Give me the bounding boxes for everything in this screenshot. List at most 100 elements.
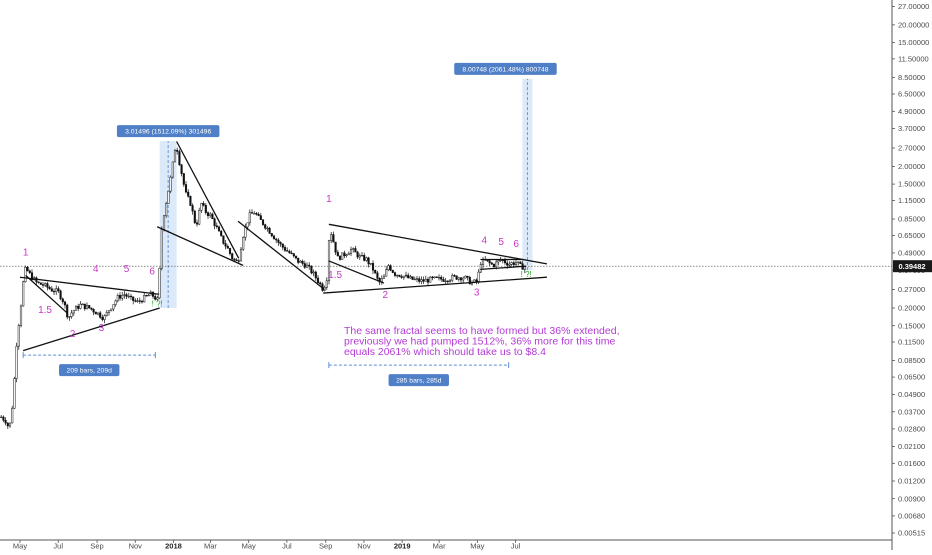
candle-body — [301, 260, 304, 264]
candle-body — [314, 271, 317, 279]
candle-body — [77, 305, 80, 309]
signal-mark-2: ! ?! — [521, 270, 532, 279]
candle-body — [277, 239, 280, 243]
candle-body — [198, 210, 201, 225]
candle-body — [453, 275, 456, 277]
candle-body — [220, 230, 223, 237]
candle-body — [136, 300, 139, 302]
candle-body — [160, 229, 163, 269]
candle-body — [246, 222, 249, 228]
candle-body — [398, 274, 401, 277]
y-tick-label: 1.15000 — [898, 196, 925, 205]
y-tick-label: 0.00900 — [898, 494, 925, 503]
candle-body — [0, 416, 3, 419]
candle-body — [127, 295, 130, 298]
candle-body — [389, 265, 392, 271]
y-tick-label: 0.03700 — [898, 407, 925, 416]
candle-body — [105, 312, 108, 316]
x-tick-label: Nov — [129, 542, 143, 551]
candle-body — [4, 420, 7, 424]
candle-body — [376, 272, 379, 279]
candle-body — [165, 203, 168, 217]
candle-body — [334, 241, 337, 253]
candle-body — [233, 258, 236, 261]
trendline-lower-2 — [323, 276, 547, 294]
candle-body — [506, 262, 509, 266]
candle-body — [132, 296, 135, 301]
candle-body — [360, 254, 364, 257]
candle-body — [510, 262, 513, 265]
candle-body — [343, 252, 346, 257]
candle-body — [446, 280, 449, 283]
candle-body — [385, 269, 388, 277]
wave-1-label-1: 1 — [23, 247, 29, 258]
x-tick-label: Sep — [90, 542, 103, 551]
candle-body — [404, 274, 408, 277]
candle-body — [70, 312, 73, 317]
candle-body — [61, 298, 64, 303]
candle-body — [72, 310, 75, 314]
trendline-lower-1 — [22, 307, 160, 352]
candle-body — [330, 234, 333, 241]
candle-body — [215, 225, 218, 228]
candle-body — [299, 260, 302, 263]
candle-body — [22, 281, 25, 307]
candle-body — [444, 280, 447, 283]
candle-body — [154, 296, 157, 300]
y-tick-label: 0.06500 — [898, 373, 925, 382]
y-tick-label: 0.20000 — [898, 304, 925, 313]
candle-body — [189, 195, 192, 206]
candle-body — [374, 269, 377, 274]
x-tick-label: Nov — [357, 542, 371, 551]
candle-body — [517, 261, 520, 263]
candle-body — [279, 242, 282, 245]
candle-body — [41, 284, 45, 286]
candle-body — [479, 264, 482, 273]
candle-body — [90, 307, 93, 310]
candle-body — [209, 213, 212, 217]
candle-body — [107, 310, 111, 313]
candle-body — [297, 257, 300, 263]
candle-layer — [0, 147, 526, 429]
candle-body — [237, 260, 240, 262]
candle-body — [292, 253, 295, 257]
trendline-upper-2 — [328, 223, 548, 265]
candle-body — [429, 276, 432, 283]
candle-body — [358, 255, 361, 258]
candle-body — [365, 257, 368, 261]
candle-body — [305, 264, 309, 268]
wave-2-label-1: 1 — [326, 194, 332, 205]
candle-body — [11, 407, 14, 424]
candle-body — [303, 263, 306, 268]
measure-1-tag — [116, 125, 220, 138]
candle-body — [244, 226, 247, 238]
candle-body — [191, 205, 194, 212]
candle-body — [319, 282, 322, 285]
candle-body — [81, 303, 84, 306]
x-tick-label: Jul — [511, 542, 521, 551]
candle-body — [431, 276, 434, 279]
candle-body — [310, 266, 313, 274]
candle-body — [495, 261, 498, 267]
wave-1-label-6: 6 — [149, 266, 155, 277]
candle-body — [158, 267, 161, 299]
candle-body — [39, 282, 42, 285]
y-tick-label: 27.00000 — [898, 2, 929, 11]
candle-body — [176, 150, 179, 152]
candle-body — [250, 212, 254, 214]
y-tick-label: 0.00515 — [898, 529, 925, 538]
candle-body — [99, 312, 102, 318]
candle-body — [24, 267, 27, 282]
candle-body — [200, 203, 203, 211]
candle-body — [242, 237, 245, 250]
candle-body — [415, 278, 419, 280]
candle-body — [413, 278, 416, 281]
y-tick-label: 1.50000 — [898, 180, 925, 189]
trendline-leg-1 — [25, 274, 68, 314]
candle-body — [422, 279, 425, 282]
candle-body — [162, 215, 166, 230]
candle-body — [440, 276, 443, 280]
